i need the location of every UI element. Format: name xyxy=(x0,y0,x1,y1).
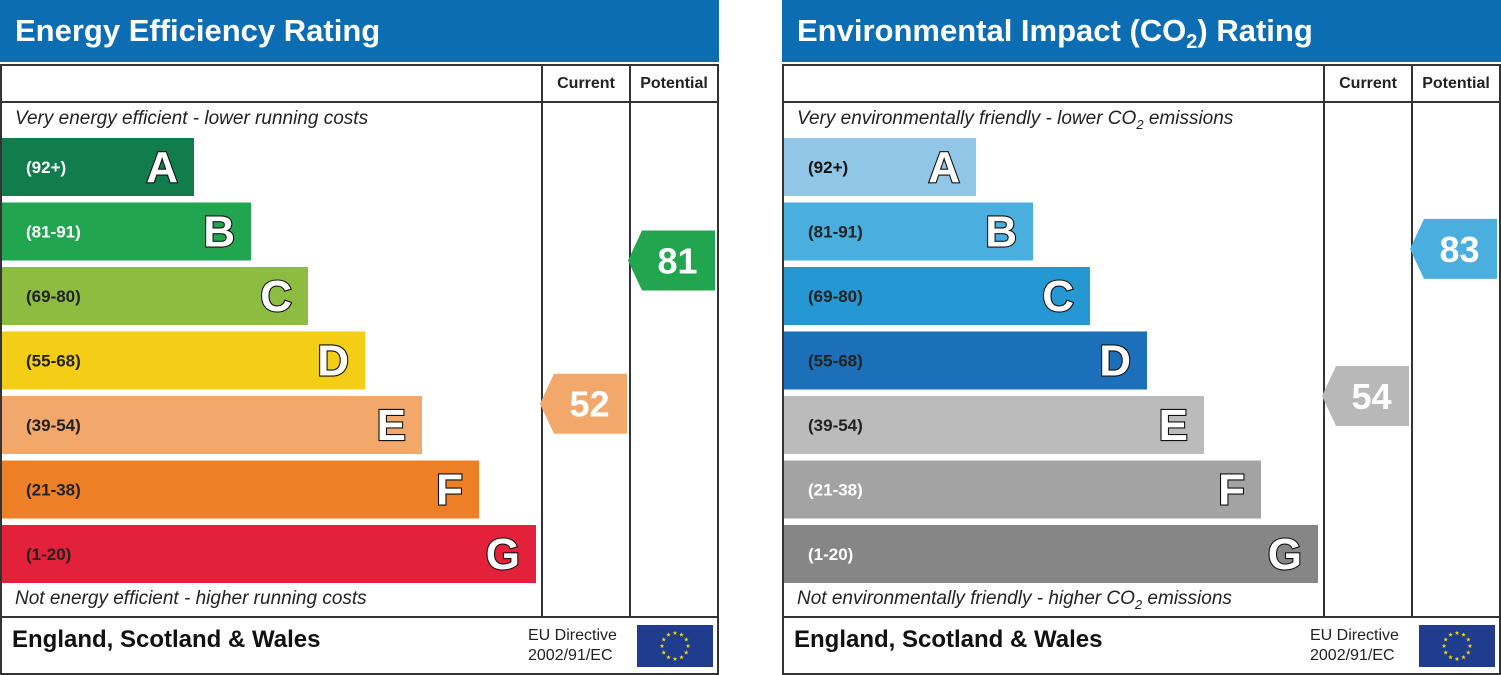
potential-column-header: Potential xyxy=(640,75,708,92)
rating-band-f xyxy=(2,460,479,519)
top-description: Very energy efficient - lower running co… xyxy=(15,108,369,129)
current-column-header: Current xyxy=(1339,75,1397,92)
rating-chart: (92+) A (81-91) B (69-80) C (55-68) D (39-54) E (2… xyxy=(782,64,1501,675)
band-letter-e: E xyxy=(377,401,406,450)
bottom-description: Not energy efficient - higher running co… xyxy=(15,588,367,609)
current-rating-value: 52 xyxy=(569,384,609,425)
eu-flag-icon xyxy=(1419,625,1495,667)
rating-band-f xyxy=(784,460,1261,519)
current-rating-arrow xyxy=(1322,366,1409,426)
band-letter-b: B xyxy=(203,208,235,257)
band-range-label: (55-68) xyxy=(808,352,863,371)
panel-title: Environmental Impact (CO2) Rating xyxy=(782,0,1501,62)
rating-band-a xyxy=(784,138,976,196)
band-range-label: (21-38) xyxy=(808,481,863,500)
band-range-label: (1-20) xyxy=(808,545,853,564)
band-letter-g: G xyxy=(1268,530,1302,579)
potential-column-header: Potential xyxy=(1422,75,1490,92)
current-rating-arrow xyxy=(540,373,627,434)
band-letter-e: E xyxy=(1159,401,1188,450)
rating-band-c xyxy=(784,267,1090,325)
rating-band-d xyxy=(2,331,365,390)
band-range-label: (69-80) xyxy=(808,287,863,306)
rating-band-b xyxy=(2,202,251,261)
rating-band-g xyxy=(784,525,1318,583)
band-range-label: (55-68) xyxy=(26,352,81,371)
rating-band-g xyxy=(2,525,536,583)
current-column-header: Current xyxy=(557,75,615,92)
eu-directive-text: EU Directive 2002/91/EC xyxy=(528,627,617,664)
potential-rating-value: 81 xyxy=(657,241,697,282)
band-letter-a: A xyxy=(928,143,960,192)
band-range-label: (39-54) xyxy=(26,416,81,435)
region-label: England, Scotland & Wales xyxy=(794,626,1103,653)
bottom-description: Not environmentally friendly - higher CO… xyxy=(797,588,1232,612)
rating-band-e xyxy=(784,396,1204,454)
band-range-label: (69-80) xyxy=(26,287,81,306)
rating-band-d xyxy=(784,331,1147,390)
band-range-label: (81-91) xyxy=(808,223,863,242)
eu-flag-icon xyxy=(637,625,713,667)
rating-band-b xyxy=(784,202,1033,261)
energy-efficiency-panel: Energy Efficiency Rating (92+) A (81-91) B(… xyxy=(0,0,719,675)
panel-title: Energy Efficiency Rating xyxy=(0,0,719,62)
rating-band-a xyxy=(2,138,194,196)
current-rating-value: 54 xyxy=(1351,376,1391,417)
band-range-label: (92+) xyxy=(26,158,66,177)
band-letter-f: F xyxy=(436,466,463,515)
band-letter-c: C xyxy=(1042,272,1074,321)
band-range-label: (92+) xyxy=(808,158,848,177)
rating-chart: (92+) A (81-91) B (69-80) C (55-68) D (39-54) E (2… xyxy=(0,64,719,675)
band-letter-a: A xyxy=(146,143,178,192)
band-range-label: (81-91) xyxy=(26,223,81,242)
potential-rating-value: 83 xyxy=(1439,229,1479,270)
band-letter-d: D xyxy=(317,337,349,386)
band-letter-g: G xyxy=(486,530,520,579)
rating-band-c xyxy=(2,267,308,325)
band-range-label: (21-38) xyxy=(26,481,81,500)
band-range-label: (39-54) xyxy=(808,416,863,435)
potential-rating-arrow xyxy=(1410,218,1497,279)
band-letter-b: B xyxy=(985,208,1017,257)
eu-directive-text: EU Directive 2002/91/EC xyxy=(1310,627,1399,664)
band-letter-c: C xyxy=(260,272,292,321)
band-letter-d: D xyxy=(1099,337,1131,386)
potential-rating-arrow xyxy=(628,230,715,291)
region-label: England, Scotland & Wales xyxy=(12,626,321,653)
band-range-label: (1-20) xyxy=(26,545,71,564)
band-letter-f: F xyxy=(1218,466,1245,515)
environmental-impact-panel: Environmental Impact (CO2) Rating (92+) A… xyxy=(782,0,1501,675)
top-description: Very environmentally friendly - lower CO… xyxy=(797,108,1234,132)
rating-band-e xyxy=(2,396,422,454)
